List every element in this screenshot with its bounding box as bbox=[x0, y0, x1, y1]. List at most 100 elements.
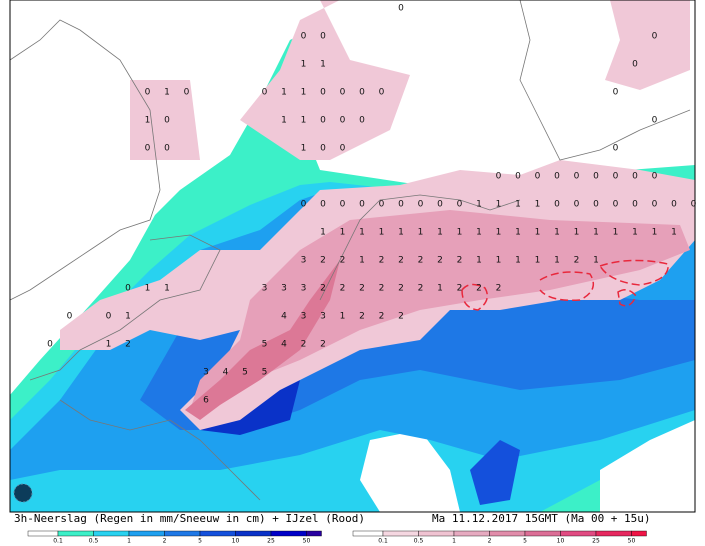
grid-value: 1 bbox=[418, 228, 424, 238]
grid-value: 5 bbox=[242, 368, 248, 378]
legend-label: 25 bbox=[267, 538, 275, 545]
grid-value: 0 bbox=[515, 172, 521, 182]
legend-swatch bbox=[235, 530, 272, 537]
grid-value: 1 bbox=[320, 228, 326, 238]
grid-value: 0 bbox=[47, 340, 53, 350]
caption-left: 3h-Neerslag (Regen in mm/Sneeuw in cm) +… bbox=[14, 512, 365, 525]
grid-value: 1 bbox=[496, 200, 502, 210]
grid-value: 1 bbox=[301, 116, 307, 126]
grid-value: 2 bbox=[359, 312, 365, 322]
dry-area bbox=[600, 420, 695, 512]
grid-value: 2 bbox=[496, 284, 502, 294]
snow-01 bbox=[240, 0, 410, 160]
legend-swatch bbox=[595, 530, 632, 537]
grid-value: 1 bbox=[554, 256, 560, 266]
grid-value: 1 bbox=[340, 228, 346, 238]
grid-value: 2 bbox=[574, 256, 580, 266]
grid-value: 1 bbox=[457, 228, 463, 238]
grid-value: 1 bbox=[359, 228, 365, 238]
grid-value: 0 bbox=[691, 200, 697, 210]
grid-value: 0 bbox=[164, 116, 170, 126]
legend-swatch bbox=[453, 530, 490, 537]
grid-value: 1 bbox=[145, 116, 151, 126]
grid-value: 4 bbox=[223, 368, 229, 378]
legend-swatch bbox=[524, 530, 561, 537]
snow-01 bbox=[130, 80, 200, 160]
legend-label: 10 bbox=[557, 538, 565, 545]
precip-field bbox=[10, 0, 695, 512]
grid-value: 1 bbox=[535, 200, 541, 210]
grid-value: 0 bbox=[320, 116, 326, 126]
grid-value: 3 bbox=[262, 284, 268, 294]
value-grid: 0 0 0 0 1 1 0 0 1 0 0 1 1 0 0 0 0 0 1 0 1 1 0 0 0 0 0 0 1 0 0 0 0 0 0 0 0 0 0 0… bbox=[47, 4, 697, 406]
grid-value: 0 bbox=[320, 200, 326, 210]
grid-value: 1 bbox=[476, 200, 482, 210]
grid-value: 2 bbox=[418, 284, 424, 294]
grid-value: 0 bbox=[359, 88, 365, 98]
grid-value: 1 bbox=[593, 228, 599, 238]
legend-swatch bbox=[93, 530, 130, 537]
grid-value: 0 bbox=[457, 200, 463, 210]
legend-swatch bbox=[128, 530, 165, 537]
legend-swatch bbox=[352, 530, 384, 537]
legend-label: 1 bbox=[127, 538, 131, 545]
grid-value: 0 bbox=[262, 88, 268, 98]
legend-swatch bbox=[489, 530, 526, 537]
ice-contour bbox=[539, 271, 595, 302]
grid-value: 0 bbox=[340, 144, 346, 154]
grid-value: 1 bbox=[281, 116, 287, 126]
grid-value: 1 bbox=[340, 312, 346, 322]
grid-value: 3 bbox=[301, 256, 307, 266]
grid-value: 1 bbox=[164, 284, 170, 294]
grid-value: 2 bbox=[379, 284, 385, 294]
grid-value: 5 bbox=[262, 368, 268, 378]
grid-value: 0 bbox=[652, 172, 658, 182]
legend-label: 10 bbox=[232, 538, 240, 545]
legend-label: 0.1 bbox=[378, 538, 388, 545]
grid-value: 1 bbox=[476, 228, 482, 238]
grid-value: 1 bbox=[574, 228, 580, 238]
grid-value: 0 bbox=[145, 88, 151, 98]
legend-swatch bbox=[306, 530, 322, 537]
ice-contour bbox=[599, 259, 669, 286]
grid-value: 1 bbox=[359, 256, 365, 266]
grid-value: 2 bbox=[398, 256, 404, 266]
grid-value: 0 bbox=[379, 200, 385, 210]
legend-label: 5 bbox=[523, 538, 527, 545]
grid-value: 0 bbox=[593, 172, 599, 182]
grid-value: 0 bbox=[125, 284, 131, 294]
grid-value: 0 bbox=[145, 144, 151, 154]
legend-swatch bbox=[560, 530, 597, 537]
legend-label: 50 bbox=[628, 538, 636, 545]
grid-value: 0 bbox=[184, 88, 190, 98]
grid-value: 2 bbox=[457, 284, 463, 294]
grid-value: 1 bbox=[437, 228, 443, 238]
dry-area bbox=[360, 430, 460, 512]
legend-label: 25 bbox=[592, 538, 600, 545]
grid-value: 1 bbox=[379, 228, 385, 238]
grid-value: 0 bbox=[320, 88, 326, 98]
grid-value: 0 bbox=[574, 200, 580, 210]
legend-swatch bbox=[382, 530, 419, 537]
grid-value: 3 bbox=[301, 312, 307, 322]
legend-swatch bbox=[199, 530, 236, 537]
grid-value: 1 bbox=[398, 228, 404, 238]
map-frame bbox=[9, 0, 696, 513]
grid-value: 2 bbox=[379, 256, 385, 266]
legend-label: 0.1 bbox=[53, 538, 63, 545]
legend-swatch bbox=[164, 530, 201, 537]
grid-value: 2 bbox=[301, 340, 307, 350]
ice-contour bbox=[461, 283, 489, 311]
grid-value: 1 bbox=[106, 340, 112, 350]
snow-1 bbox=[190, 210, 690, 410]
grid-value: 1 bbox=[515, 228, 521, 238]
grid-value: 0 bbox=[418, 200, 424, 210]
grid-value: 1 bbox=[281, 88, 287, 98]
grid-value: 2 bbox=[320, 340, 326, 350]
grid-value: 4 bbox=[281, 312, 287, 322]
area-5 bbox=[470, 440, 520, 505]
grid-value: 1 bbox=[535, 256, 541, 266]
grid-value: 1 bbox=[535, 228, 541, 238]
grid-value: 0 bbox=[554, 172, 560, 182]
legend-swatch bbox=[27, 530, 59, 537]
